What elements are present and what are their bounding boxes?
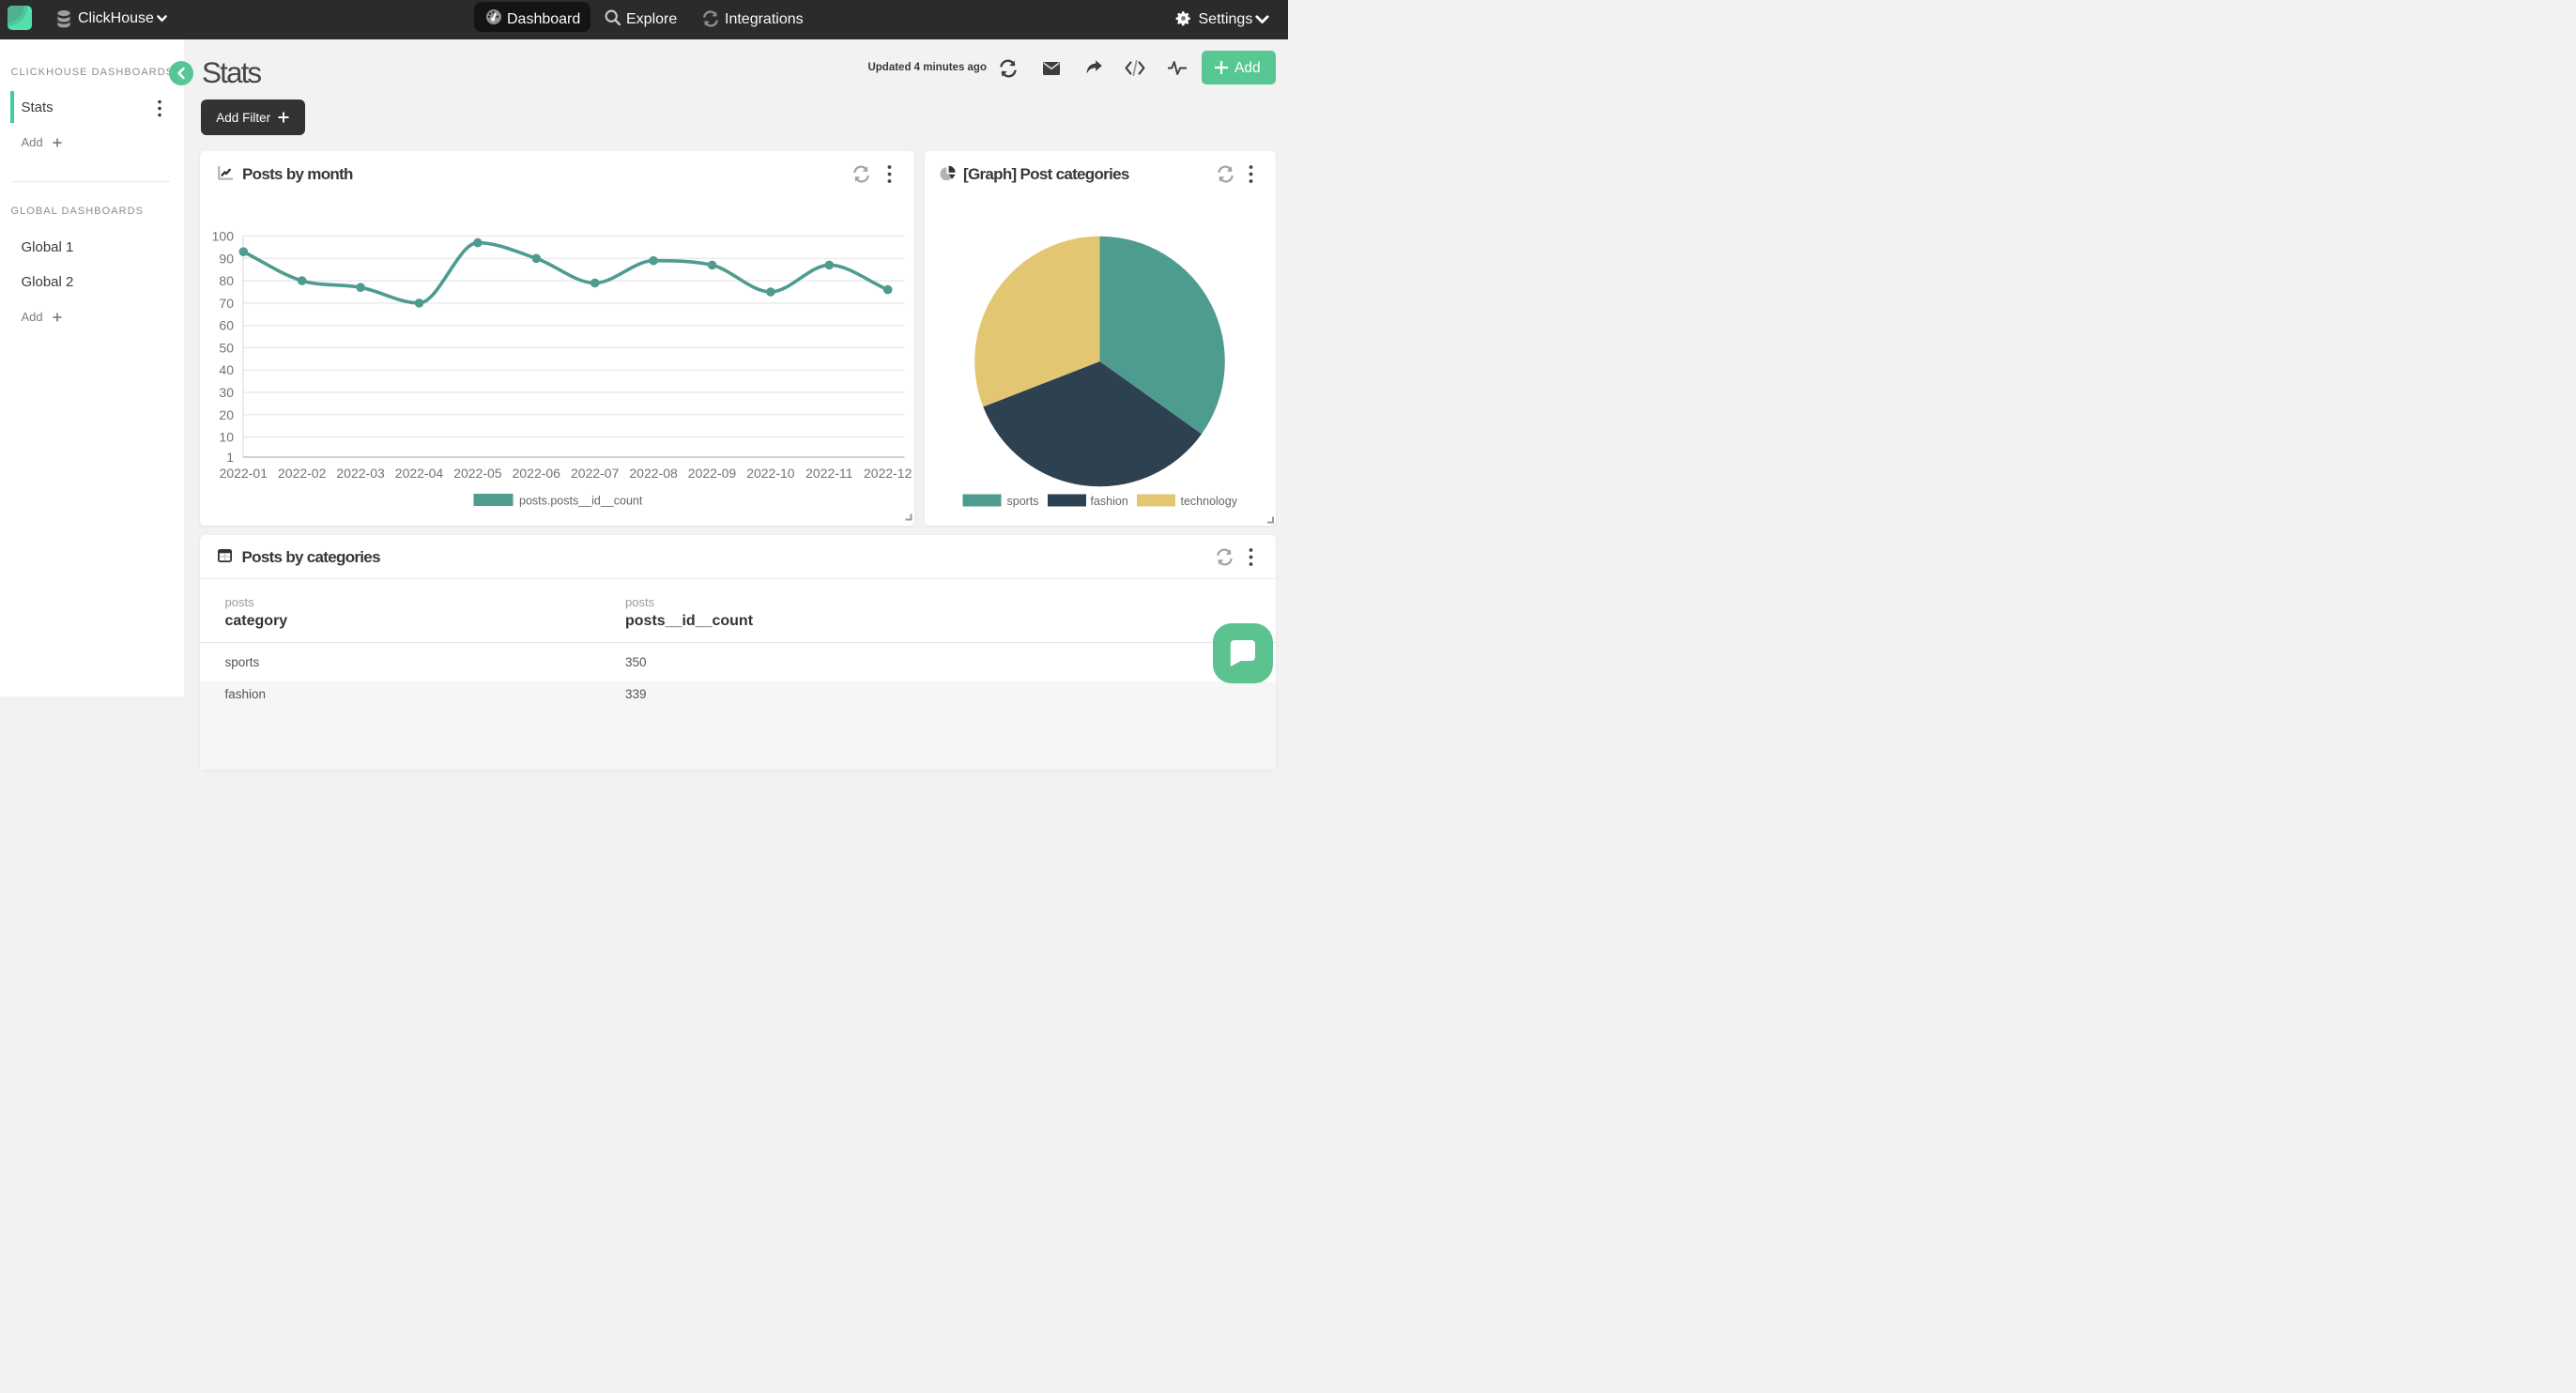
svg-text:2022-08: 2022-08 [629, 466, 678, 481]
svg-text:2022-10: 2022-10 [746, 466, 795, 481]
svg-text:technology: technology [1180, 495, 1237, 508]
svg-text:sports: sports [1006, 495, 1038, 508]
svg-text:100: 100 [212, 229, 235, 244]
svg-text:30: 30 [219, 385, 234, 400]
svg-text:2022-01: 2022-01 [220, 466, 268, 481]
svg-text:1: 1 [226, 450, 234, 465]
svg-text:60: 60 [219, 318, 234, 333]
svg-text:20: 20 [219, 407, 234, 422]
svg-text:80: 80 [219, 273, 234, 288]
svg-text:2022-06: 2022-06 [513, 466, 561, 481]
svg-text:2022-02: 2022-02 [278, 466, 327, 481]
svg-text:10: 10 [219, 430, 234, 445]
svg-text:2022-05: 2022-05 [453, 466, 502, 481]
svg-text:2022-07: 2022-07 [571, 466, 620, 481]
svg-text:40: 40 [219, 362, 234, 377]
svg-text:2022-12: 2022-12 [864, 466, 912, 481]
svg-text:2022-03: 2022-03 [336, 466, 385, 481]
svg-text:90: 90 [219, 251, 234, 266]
svg-text:50: 50 [219, 340, 234, 355]
svg-text:2022-04: 2022-04 [395, 466, 444, 481]
svg-text:2022-11: 2022-11 [805, 466, 853, 481]
svg-text:2022-09: 2022-09 [688, 466, 737, 481]
svg-text:70: 70 [219, 296, 234, 311]
svg-text:posts.posts__id__count: posts.posts__id__count [519, 495, 643, 508]
svg-text:fashion: fashion [1090, 495, 1127, 508]
